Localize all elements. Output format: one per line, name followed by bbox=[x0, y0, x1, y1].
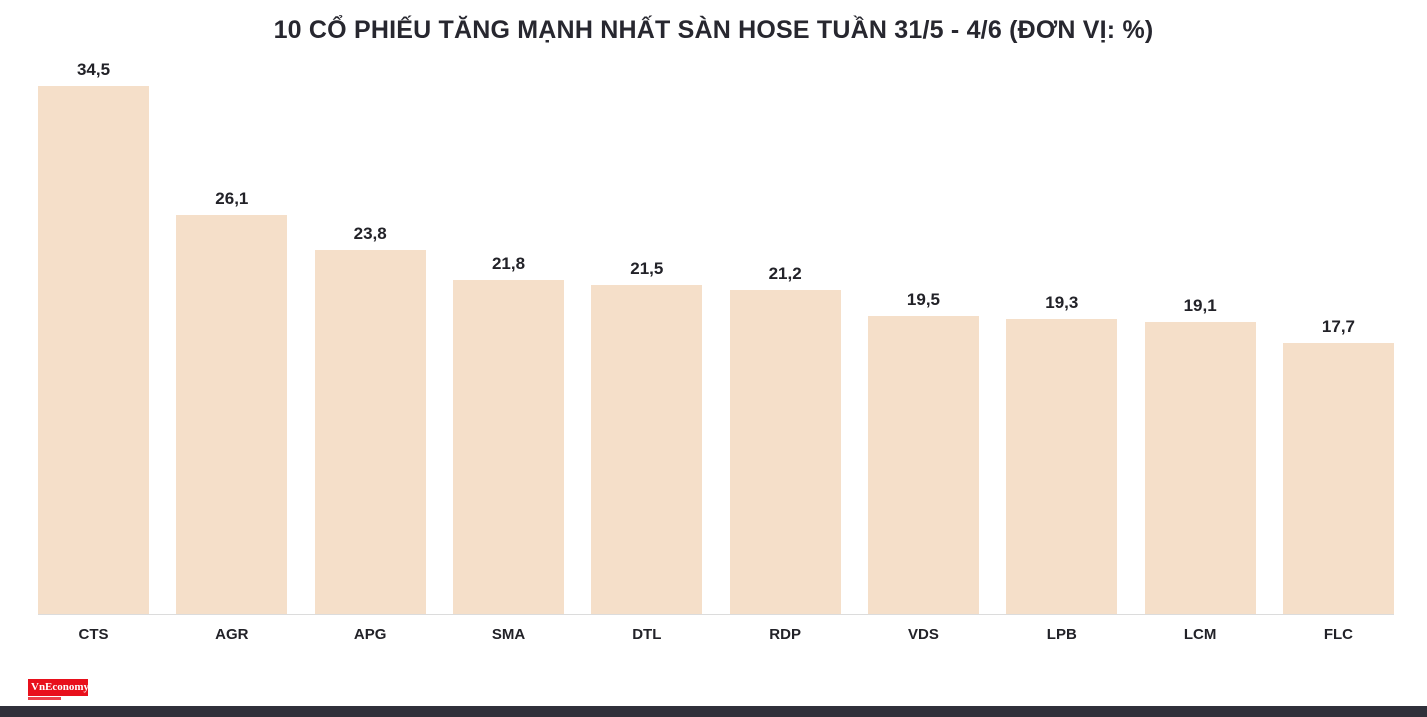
bar-value-label: 17,7 bbox=[1321, 317, 1355, 336]
vneconomy-logo: VnEconomy bbox=[28, 678, 89, 700]
bar-value-label: 21,2 bbox=[768, 264, 802, 283]
bottom-bar bbox=[0, 706, 1427, 717]
bar bbox=[1006, 319, 1118, 614]
x-axis-baseline bbox=[38, 614, 1394, 615]
bar-chart: 34,5 26,1 23,8 21,8 21,5 21,2 19,5 19,3 19,1 17,7… bbox=[0, 49, 1427, 643]
bar bbox=[1282, 343, 1394, 614]
bar-value-label: 26,1 bbox=[215, 189, 249, 208]
bar-group: 19,5 bbox=[867, 290, 979, 614]
bar-value-label: 19,1 bbox=[1183, 296, 1217, 315]
bar bbox=[314, 250, 426, 614]
bar-group: 23,8 bbox=[314, 224, 426, 614]
bar-value-label: 21,8 bbox=[491, 254, 526, 273]
bar bbox=[1144, 322, 1256, 614]
bar-category-label: APG bbox=[353, 626, 387, 643]
bar-category-label: CTS bbox=[78, 626, 109, 643]
bar bbox=[38, 86, 149, 614]
bar-value-label: 23,8 bbox=[353, 224, 387, 243]
bar-group: 26,1 bbox=[176, 189, 288, 614]
bar-value-label: 19,5 bbox=[906, 290, 941, 309]
bar-category-label: LPB bbox=[1046, 626, 1077, 643]
bar bbox=[867, 316, 979, 614]
bar-category-label: AGR bbox=[215, 626, 249, 643]
bar-group: 21,8 bbox=[452, 254, 564, 614]
bar-category-label: VDS bbox=[908, 626, 939, 643]
bar-group: 19,1 bbox=[1144, 296, 1256, 614]
bar bbox=[591, 285, 703, 614]
bar-group: 21,2 bbox=[729, 264, 841, 614]
vneconomy-logo-tagline bbox=[28, 697, 88, 700]
bar-value-label: 21,5 bbox=[630, 259, 664, 278]
bar-value-label: 19,3 bbox=[1045, 293, 1079, 312]
bar bbox=[452, 280, 564, 614]
bar-value-label: 34,5 bbox=[76, 60, 111, 79]
bar-group: 34,5 bbox=[38, 60, 149, 614]
bar-group: 21,5 bbox=[591, 259, 703, 614]
bar-category-label: SMA bbox=[491, 626, 526, 643]
vneconomy-logo-text: VnEconomy bbox=[28, 678, 89, 696]
bar-category-label: DTL bbox=[632, 626, 662, 643]
chart-title: 10 CỔ PHIẾU TĂNG MẠNH NHẤT SÀN HOSE TUẦN… bbox=[273, 16, 1154, 44]
bar-category-label: FLC bbox=[1323, 626, 1354, 643]
plot-area: 34,5 26,1 23,8 21,8 21,5 21,2 19,5 19,3 19,1 17,7 bbox=[38, 49, 1394, 614]
category-axis: CTS AGR APG SMA DTL RDP VDS LPB LCM FLC bbox=[38, 615, 1394, 643]
bar-group: 17,7 bbox=[1282, 317, 1394, 614]
bar-category-label: RDP bbox=[769, 626, 801, 643]
bar bbox=[176, 215, 288, 614]
bar-category-label: LCM bbox=[1183, 626, 1217, 643]
bar-group: 19,3 bbox=[1006, 293, 1118, 614]
bar bbox=[729, 290, 841, 614]
